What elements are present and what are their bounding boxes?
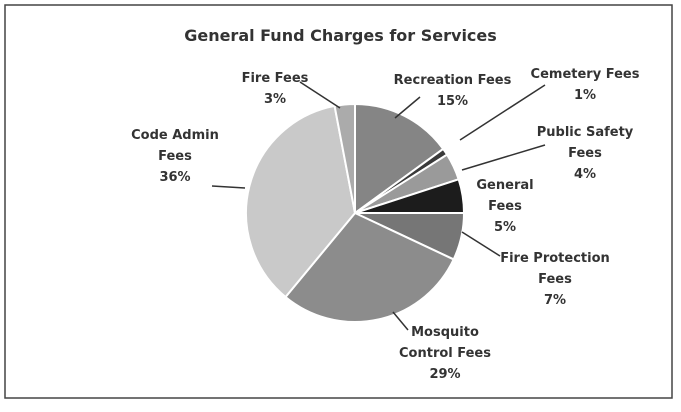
- leader-line: [461, 231, 501, 257]
- leader-line: [461, 144, 546, 171]
- value-label: 5%: [493, 220, 517, 235]
- value-label: 29%: [429, 367, 461, 382]
- category-label: Recreation Fees: [393, 73, 512, 88]
- leader-line: [211, 185, 246, 189]
- leader-line: [459, 84, 546, 141]
- pie-slice: [284, 211, 455, 323]
- category-label: General Fees: [476, 178, 534, 214]
- value-label: 4%: [573, 167, 597, 182]
- pie-slice: [333, 102, 356, 214]
- category-label: Fire Fees: [241, 71, 309, 86]
- slice-label: Code Admin Fees 36%: [120, 125, 230, 188]
- value-label: 7%: [543, 293, 567, 308]
- value-label: 3%: [263, 92, 287, 107]
- slice-label: Fire Protection Fees 7%: [490, 248, 620, 311]
- slices: [245, 102, 466, 323]
- slice-label: Mosquito Control Fees 29%: [385, 322, 505, 385]
- category-label: Public Safety Fees: [536, 125, 634, 161]
- pie-slice: [354, 102, 445, 215]
- leader-line: [392, 311, 409, 331]
- slice-label: Public Safety Fees 4%: [535, 122, 635, 185]
- leader-line: [299, 81, 341, 109]
- slice-label: Fire Fees 3%: [235, 68, 315, 110]
- pie-slice: [245, 104, 357, 299]
- category-label: Cemetery Fees: [530, 67, 640, 82]
- slice-label: Cemetery Fees 1%: [530, 64, 640, 106]
- slice-label: General Fees 5%: [460, 175, 550, 238]
- value-label: 36%: [159, 170, 191, 185]
- leader-lines: [211, 81, 546, 331]
- category-label: Code Admin Fees: [131, 128, 219, 164]
- category-label: Mosquito Control Fees: [399, 325, 491, 361]
- slice-label: Recreation Fees 15%: [390, 70, 515, 112]
- leader-line: [394, 96, 421, 119]
- value-label: 15%: [436, 94, 469, 109]
- value-label: 1%: [573, 88, 597, 103]
- category-label: Fire Protection Fees: [500, 251, 610, 287]
- chart-title: General Fund Charges for Services: [184, 26, 497, 45]
